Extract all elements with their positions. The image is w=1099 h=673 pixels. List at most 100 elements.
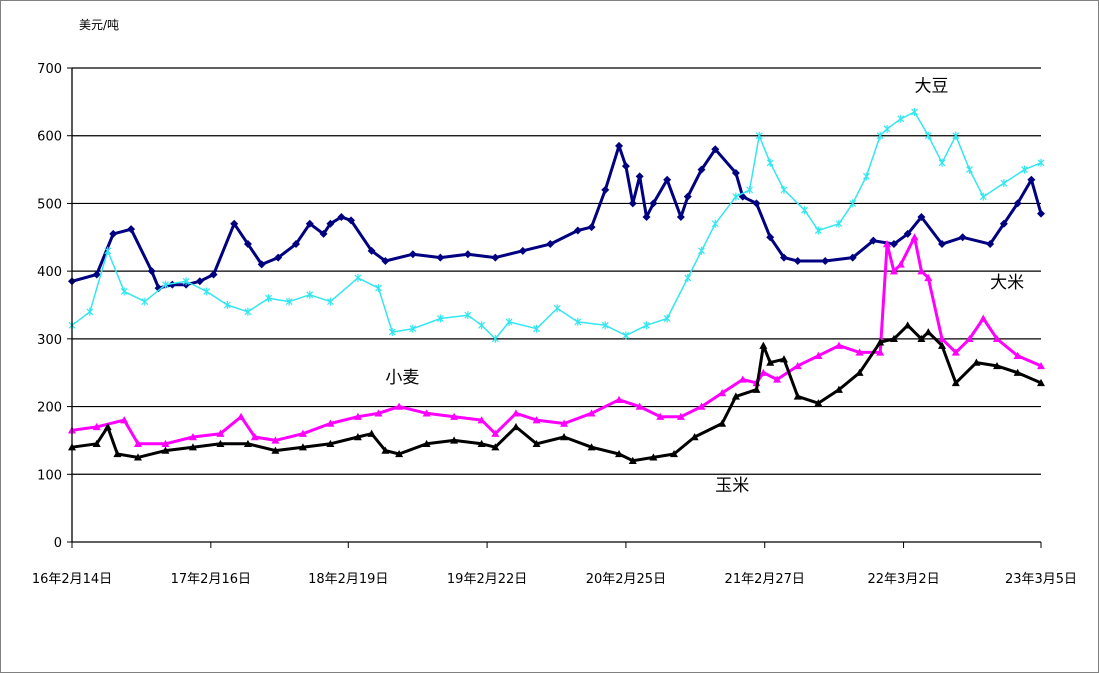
data-point-s3-4 <box>133 453 142 461</box>
data-point-s3-49 <box>1037 378 1045 387</box>
data-point-s1-54 <box>1037 158 1045 167</box>
y-tick-label: 600 <box>37 130 62 145</box>
data-point-s0-25 <box>491 253 500 262</box>
data-point-s3-34 <box>779 355 788 363</box>
data-point-s2-4 <box>161 439 170 448</box>
data-point-s3-23 <box>587 443 596 451</box>
data-point-s0-39 <box>683 192 692 201</box>
data-point-s0-59 <box>1027 175 1036 184</box>
x-tick-label: 23年3月5日 <box>1005 572 1077 587</box>
data-point-s1-21 <box>491 334 499 343</box>
data-point-s0-29 <box>587 223 596 232</box>
data-point-s2-6 <box>216 429 225 437</box>
data-point-s0-13 <box>274 253 283 262</box>
data-point-s0-55 <box>958 233 967 242</box>
data-point-s1-15 <box>375 284 382 293</box>
x-tick-label: 19年2月22日 <box>447 572 527 587</box>
x-tick-label: 17年2月16日 <box>171 572 251 587</box>
data-point-s1-11 <box>285 297 293 306</box>
gridlines <box>72 67 1041 475</box>
data-point-s2-43 <box>924 273 933 282</box>
data-point-s0-38 <box>676 212 685 221</box>
data-point-s1-14 <box>354 273 362 282</box>
data-point-s1-46 <box>911 108 918 117</box>
data-point-s0-52 <box>903 229 912 238</box>
data-point-s1-43 <box>876 131 884 140</box>
data-point-s3-9 <box>271 446 280 454</box>
series-label: 玉米 <box>715 476 749 496</box>
series-line-3 <box>71 323 1042 463</box>
data-point-s3-7 <box>216 439 225 448</box>
data-point-s2-1 <box>92 422 101 431</box>
data-point-s1-5 <box>162 280 169 289</box>
data-point-s0-31 <box>615 141 624 150</box>
data-point-s1-4 <box>141 297 149 306</box>
data-point-s2-27 <box>697 402 706 410</box>
data-point-s1-3 <box>120 287 128 296</box>
y-tick-label: 100 <box>37 468 62 483</box>
data-point-s2-22 <box>587 409 596 417</box>
data-point-s2-10 <box>298 429 307 437</box>
data-point-s0-26 <box>518 246 527 255</box>
data-point-s1-30 <box>684 273 692 282</box>
data-point-s3-1 <box>92 439 101 448</box>
data-point-s3-31 <box>752 385 761 393</box>
data-point-s2-23 <box>615 395 624 403</box>
data-point-s1-19 <box>464 311 472 320</box>
data-point-s0-18 <box>337 212 346 221</box>
data-point-s0-60 <box>1037 209 1045 218</box>
data-point-s2-36 <box>855 348 864 356</box>
data-point-s3-5 <box>161 446 170 454</box>
data-point-s0-19 <box>347 216 356 225</box>
data-point-s1-44 <box>883 124 891 133</box>
data-point-s3-29 <box>718 419 727 427</box>
data-point-s0-57 <box>999 219 1008 228</box>
data-point-s1-26 <box>601 321 609 330</box>
data-point-s1-23 <box>533 324 540 333</box>
data-point-s2-44 <box>938 334 947 343</box>
data-point-s2-17 <box>477 416 486 424</box>
data-point-s0-41 <box>711 145 720 154</box>
y-tick-label: 500 <box>37 197 62 212</box>
data-point-s1-51 <box>979 192 987 201</box>
data-point-s0-1 <box>92 270 101 279</box>
data-point-s2-41 <box>910 233 919 241</box>
data-point-s2-7 <box>237 412 246 420</box>
data-point-s0-12 <box>257 260 266 269</box>
data-point-s2-29 <box>738 375 747 383</box>
data-point-s3-17 <box>450 436 459 444</box>
data-point-s0-54 <box>938 240 947 249</box>
data-point-s0-53 <box>917 212 926 221</box>
data-point-s3-8 <box>243 439 252 448</box>
data-point-s0-8 <box>195 277 204 286</box>
data-point-s0-16 <box>319 229 328 238</box>
data-point-s0-10 <box>230 219 239 228</box>
x-tick-label: 16年2月14日 <box>32 572 112 587</box>
data-point-s0-22 <box>408 250 417 259</box>
y-axis-ticks: 0 100 200 300 400 500 600 700 <box>37 62 72 551</box>
y-tick-label: 200 <box>37 401 62 416</box>
data-point-s1-47 <box>924 131 932 140</box>
data-point-s0-35 <box>642 212 651 221</box>
x-tick-label: 21年2月27日 <box>725 572 805 587</box>
data-point-s3-10 <box>298 443 307 451</box>
data-point-s2-14 <box>395 402 404 410</box>
data-point-s1-20 <box>478 321 486 330</box>
data-point-s1-28 <box>643 321 650 330</box>
data-point-s3-28 <box>690 433 699 441</box>
data-point-s1-29 <box>663 314 671 323</box>
data-point-s2-33 <box>793 361 802 370</box>
data-point-s0-40 <box>697 165 706 174</box>
data-point-s1-27 <box>622 331 630 340</box>
data-point-s1-36 <box>766 158 774 167</box>
data-point-s3-11 <box>326 439 335 448</box>
data-point-s2-39 <box>889 267 898 275</box>
data-point-s2-5 <box>188 433 197 441</box>
data-point-s0-4 <box>147 267 156 276</box>
data-point-s2-16 <box>450 412 459 420</box>
series-label: 大米 <box>990 273 1024 293</box>
data-point-s3-30 <box>731 392 740 400</box>
data-point-s1-6 <box>182 277 190 286</box>
